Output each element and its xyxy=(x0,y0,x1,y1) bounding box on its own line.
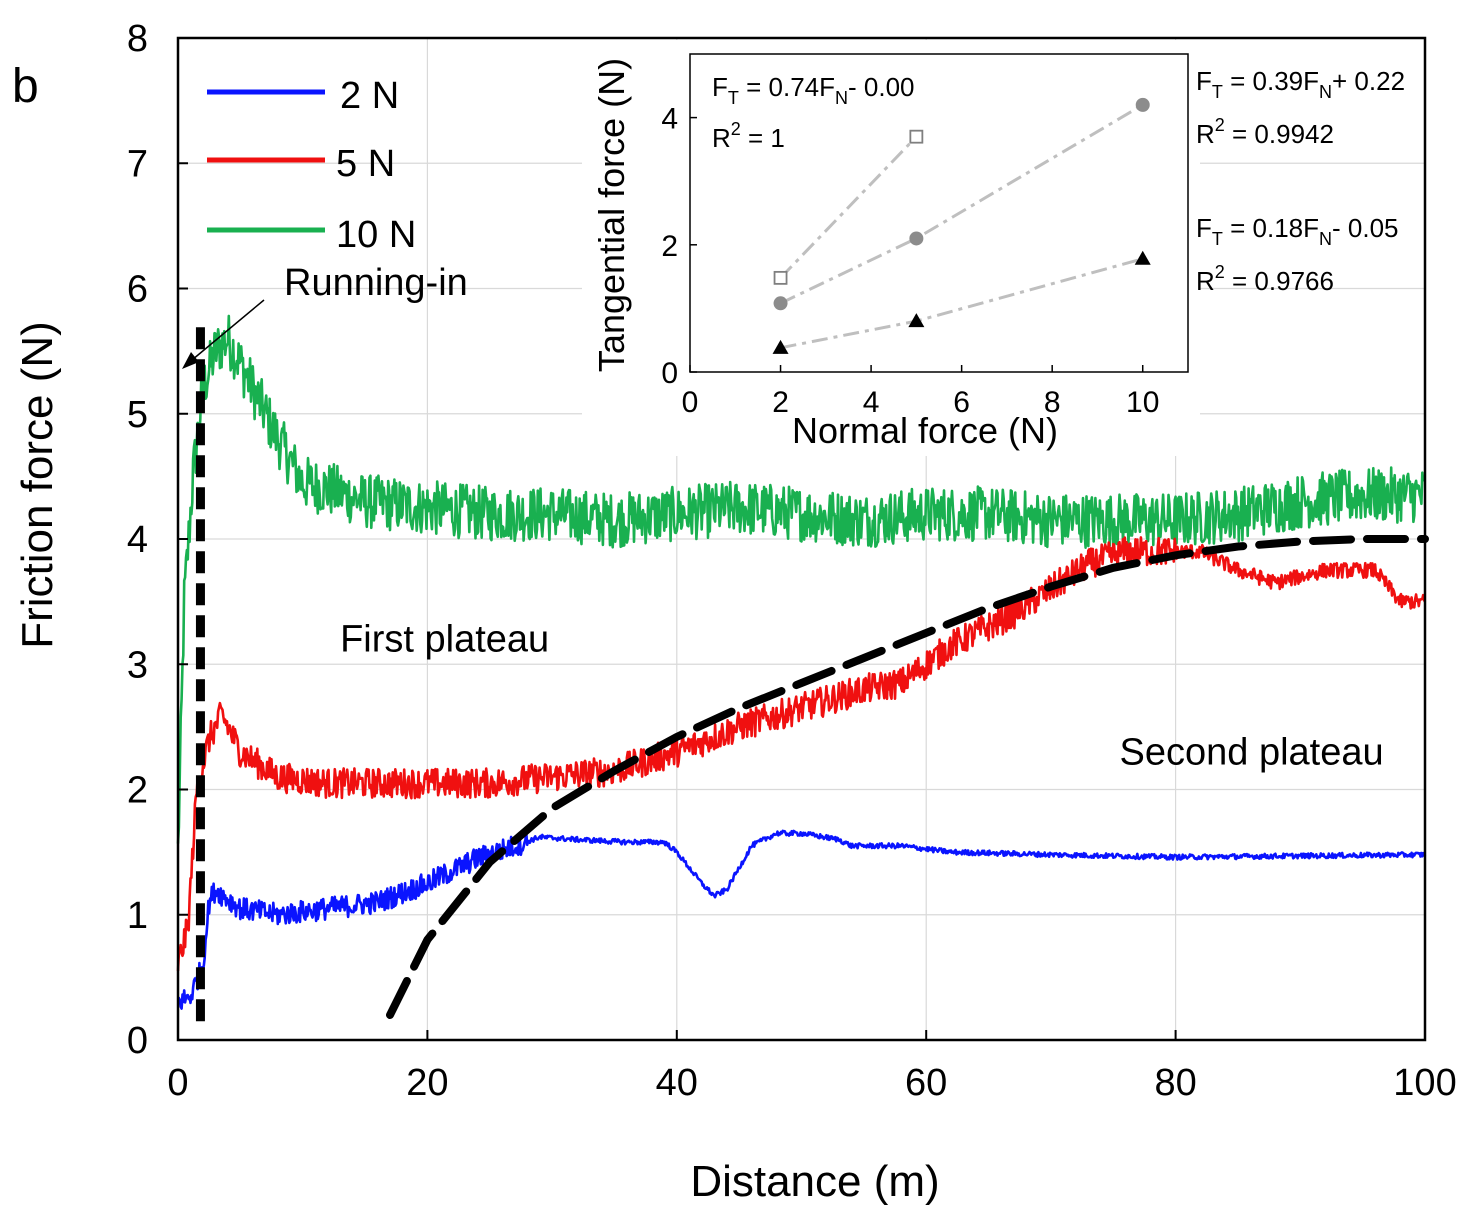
annotation-second-plateau: Second plateau xyxy=(1120,732,1384,774)
x-tick-label: 60 xyxy=(905,1062,947,1104)
inset-marker-triangle xyxy=(1134,250,1151,265)
legend-label-2n: 2 N xyxy=(340,75,399,117)
series-line-5n xyxy=(176,536,1427,971)
inset-equation-1: FT = 0.74FN- 0.00 xyxy=(712,72,915,108)
inset-marker-triangle xyxy=(908,313,925,328)
panel-label: b xyxy=(12,60,39,113)
inset-x-tick-label: 4 xyxy=(863,386,880,419)
inset-y-axis-label: Tangential force (N) xyxy=(591,58,632,372)
inset-chart: 0 2 4 6 8 10 0 2 4 Normal force (N) Tangential f… xyxy=(582,40,1405,456)
inset-marker-circle xyxy=(773,296,788,311)
series-line-2n xyxy=(176,829,1427,1010)
inset-r2-2: R2 = 0.9942 xyxy=(1196,115,1334,149)
inset-equation-2: FT = 0.39FN+ 0.22 xyxy=(1196,66,1405,102)
inset-x-tick-label: 0 xyxy=(682,386,699,419)
inset-x-axis-label: Normal force (N) xyxy=(792,410,1058,451)
y-tick-label: 0 xyxy=(127,1020,148,1062)
growth-guide-curve xyxy=(386,535,1429,1019)
legend-label-5n: 5 N xyxy=(336,143,395,185)
inset-x-tick-label: 10 xyxy=(1126,386,1159,419)
inset-x-tick-label: 8 xyxy=(1044,386,1061,419)
inset-background xyxy=(582,40,1200,456)
annotations: Running-in First plateau Second plateau xyxy=(182,262,1384,774)
inset-y-tick-label: 0 xyxy=(661,357,678,390)
inset-fit-line xyxy=(779,135,918,279)
inset-y-tick-label: 2 xyxy=(661,230,678,263)
inset-x-tick-label: 2 xyxy=(772,386,789,419)
x-tick-label: 80 xyxy=(1154,1062,1196,1104)
inset-y-tick-label: 4 xyxy=(661,103,678,136)
annotation-first-plateau: First plateau xyxy=(340,619,549,661)
y-tick-label: 8 xyxy=(127,18,148,60)
y-tick-label: 6 xyxy=(127,269,148,311)
inset-marker-circle xyxy=(909,231,924,246)
series-line-10n xyxy=(176,314,1426,844)
guide-lines xyxy=(195,326,1429,1022)
x-tick-label: 100 xyxy=(1393,1062,1456,1104)
y-tick-label: 5 xyxy=(127,394,148,436)
x-tick-label: 20 xyxy=(406,1062,448,1104)
y-tick-label: 3 xyxy=(127,644,148,686)
inset-x-tick-label: 6 xyxy=(953,386,970,419)
annotation-running-in: Running-in xyxy=(284,262,468,304)
x-axis-label: Distance (m) xyxy=(690,1157,939,1206)
legend-label-10n: 10 N xyxy=(336,214,416,256)
main-series-layer xyxy=(176,314,1427,1010)
y-axis-label: Friction force (N) xyxy=(13,321,62,649)
inset-equation-3: FT = 0.18FN- 0.05 xyxy=(1196,213,1399,249)
inset-r2-1: R2 = 1 xyxy=(712,119,785,153)
inset-marker-triangle xyxy=(772,339,789,354)
inset-markers xyxy=(772,97,1151,354)
inset-marker-square xyxy=(909,129,924,144)
x-tick-label: 0 xyxy=(167,1062,188,1104)
inset-r2-3: R2 = 0.9766 xyxy=(1196,262,1334,296)
y-tick-label: 4 xyxy=(127,519,148,561)
inset-ticks: 0 2 4 6 8 10 0 2 4 xyxy=(661,103,1159,419)
y-tick-label: 1 xyxy=(127,895,148,937)
legend: 2 N 5 N 10 N xyxy=(207,75,416,256)
y-tick-label: 2 xyxy=(127,770,148,812)
running-in-arrow-line xyxy=(191,299,265,361)
inset-frame xyxy=(689,53,1189,373)
inset-marker-circle xyxy=(1135,97,1150,112)
x-tick-label: 40 xyxy=(656,1062,698,1104)
y-tick-label: 7 xyxy=(127,143,148,185)
inset-marker-square xyxy=(773,270,788,285)
running-in-arrow-head xyxy=(182,352,199,369)
